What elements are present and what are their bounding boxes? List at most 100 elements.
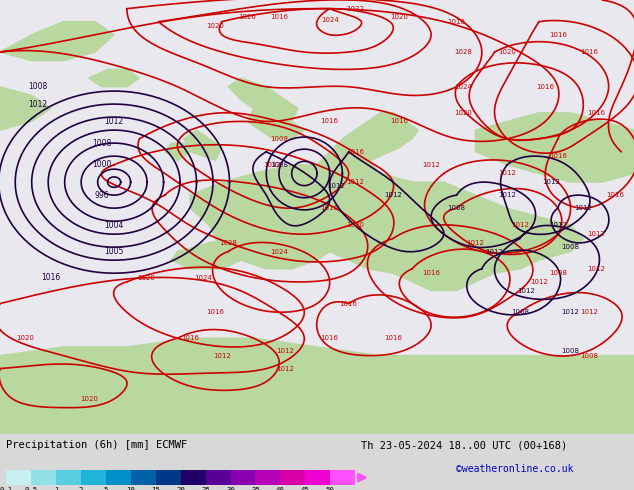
Text: 1024: 1024 [194,274,212,281]
Text: 0.1: 0.1 [0,487,13,490]
Bar [231,470,256,486]
Text: 1016: 1016 [391,119,408,124]
Text: 1012: 1012 [574,205,592,211]
Text: 1012: 1012 [276,366,294,371]
Text: 1008: 1008 [511,309,529,315]
Text: 1012: 1012 [276,348,294,354]
Text: 1012: 1012 [587,231,605,237]
Text: 1026: 1026 [238,14,256,21]
Polygon shape [89,70,139,87]
Text: 1008: 1008 [270,162,288,168]
Bar [305,470,330,486]
Text: 1016: 1016 [549,32,567,38]
Text: 1008: 1008 [581,353,598,359]
Polygon shape [476,113,634,182]
Text: 25: 25 [201,487,210,490]
Text: 1008: 1008 [562,348,579,354]
Text: 1016: 1016 [581,49,598,55]
Polygon shape [0,87,51,130]
Bar [131,470,156,486]
Text: 1016: 1016 [587,110,605,116]
Text: 1020: 1020 [391,14,408,21]
Text: Th 23-05-2024 18..00 UTC (00+168): Th 23-05-2024 18..00 UTC (00+168) [361,441,567,450]
Text: 1016: 1016 [41,273,60,282]
Text: 1012: 1012 [543,179,560,185]
Bar [280,470,305,486]
Text: 1012: 1012 [467,240,484,246]
Text: 1016: 1016 [181,335,199,341]
Text: 1008: 1008 [562,244,579,250]
Text: ©weatheronline.co.uk: ©weatheronline.co.uk [456,464,574,474]
Bar [6,470,31,486]
Polygon shape [190,152,583,291]
Text: 1012: 1012 [213,353,231,359]
Text: 20: 20 [176,487,185,490]
Text: 1020: 1020 [80,396,98,402]
Text: 1016: 1016 [549,153,567,159]
Polygon shape [165,143,190,160]
Text: 1020: 1020 [346,222,364,228]
Bar [31,470,56,486]
Text: 1020: 1020 [207,23,224,29]
Text: 1024: 1024 [454,84,472,90]
Text: 1012: 1012 [29,99,48,109]
Text: 1016: 1016 [448,19,465,25]
Text: 1012: 1012 [511,222,529,228]
Text: 0.5: 0.5 [25,487,38,490]
Text: 1016: 1016 [536,84,554,90]
Text: 1008: 1008 [29,82,48,91]
Text: 1016: 1016 [606,192,624,198]
Bar [256,470,280,486]
Text: 35: 35 [251,487,260,490]
Bar [81,470,106,486]
Text: 1012: 1012 [498,171,516,176]
Text: 30: 30 [226,487,235,490]
Text: 1012: 1012 [264,162,281,168]
Text: 1012: 1012 [517,288,535,294]
Text: 1012: 1012 [384,192,402,198]
Bar [181,470,205,486]
Text: 1016: 1016 [384,335,402,341]
Polygon shape [317,113,418,173]
Text: 1020: 1020 [454,110,472,116]
Text: 15: 15 [152,487,160,490]
Text: 1012: 1012 [346,179,364,185]
Text: 1008: 1008 [92,139,111,147]
Text: 1028: 1028 [454,49,472,55]
Text: 1020: 1020 [137,274,155,281]
Polygon shape [228,78,304,139]
Text: 1012: 1012 [530,279,548,285]
Text: 1016: 1016 [346,149,364,155]
Text: 1016: 1016 [207,309,224,315]
Text: 1005: 1005 [105,247,124,256]
Polygon shape [0,22,114,61]
Text: 1004: 1004 [105,221,124,230]
Text: 1028: 1028 [219,240,237,246]
Bar [156,470,181,486]
Text: 996: 996 [94,191,109,199]
Text: 1012: 1012 [327,183,345,190]
Text: 1008: 1008 [270,136,288,142]
Text: 1012: 1012 [498,192,516,198]
Text: 1008: 1008 [549,270,567,276]
Text: 1024: 1024 [321,17,339,23]
Bar [56,470,81,486]
Text: 1012: 1012 [549,222,567,228]
Text: 1016: 1016 [340,300,358,307]
Polygon shape [171,239,241,269]
Text: 1016: 1016 [270,14,288,21]
Text: 1020: 1020 [498,49,516,55]
Text: 1016: 1016 [321,335,339,341]
Text: 1012: 1012 [486,248,503,254]
Text: 5: 5 [104,487,108,490]
Bar [106,470,131,486]
Text: 1008: 1008 [448,205,465,211]
Bar [205,470,231,486]
Polygon shape [184,130,222,160]
Text: 1016: 1016 [422,270,440,276]
Text: 1012: 1012 [562,309,579,315]
Text: 1024: 1024 [270,248,288,254]
Text: 2: 2 [79,487,83,490]
Polygon shape [0,338,634,434]
Text: 1: 1 [54,487,58,490]
